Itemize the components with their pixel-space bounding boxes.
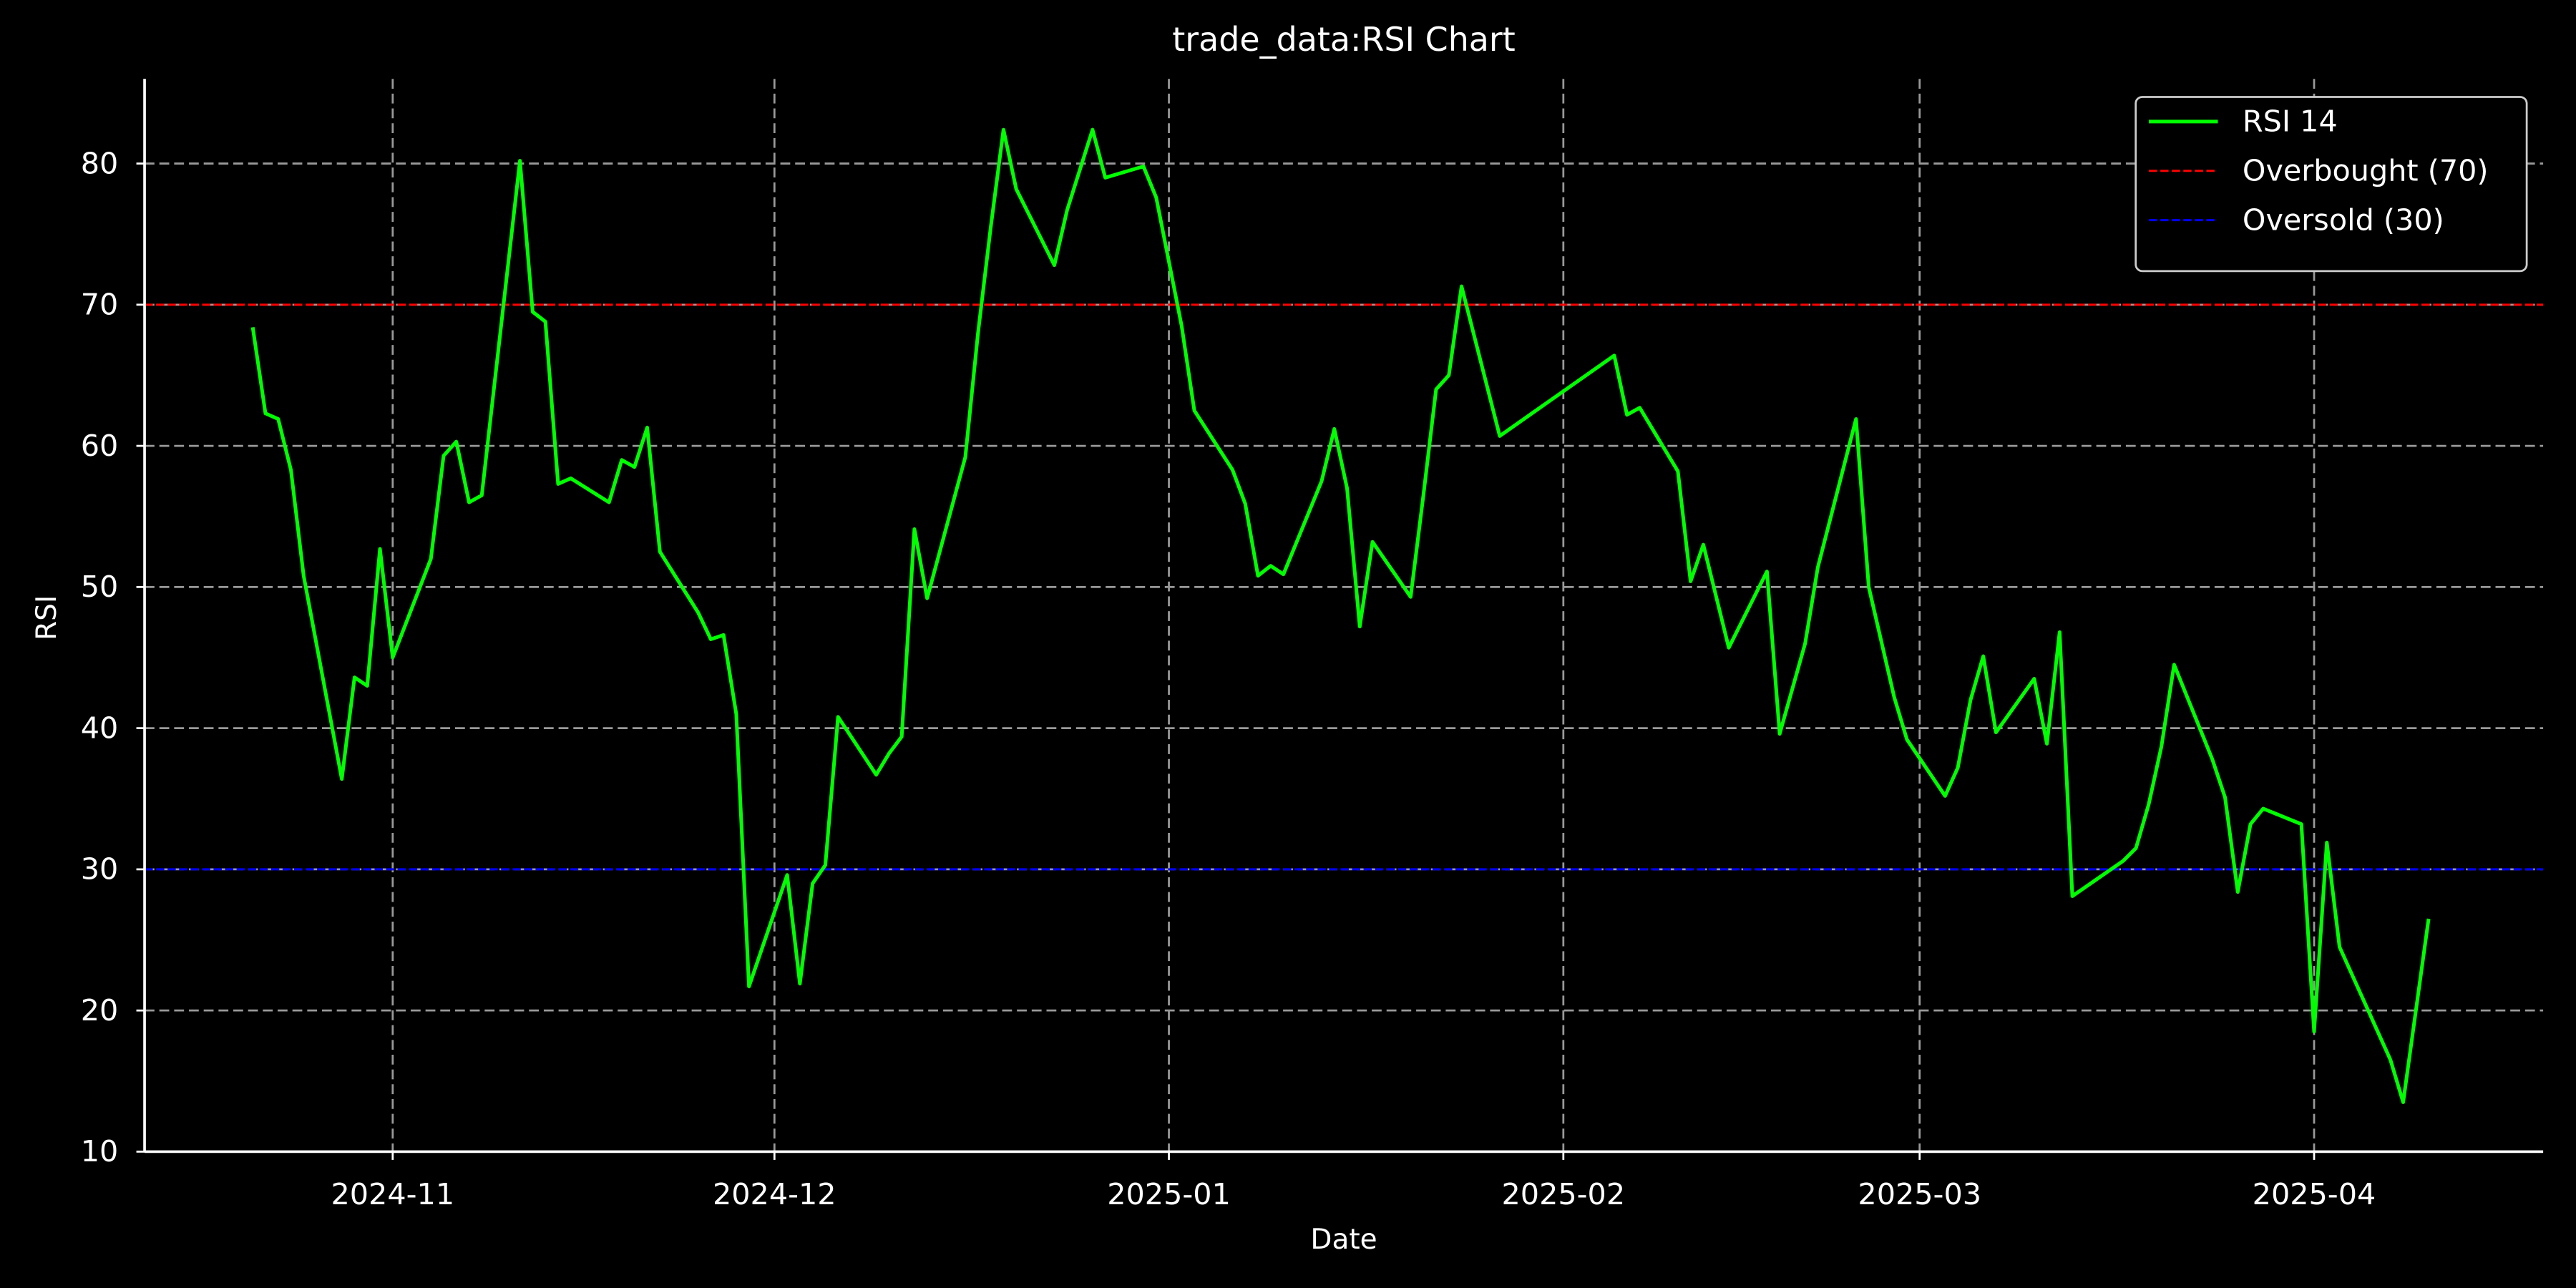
x-tick-label: 2025-04 [2253, 1177, 2376, 1211]
y-axis-label: RSI [31, 595, 63, 640]
x-tick-label: 2024-11 [331, 1177, 454, 1211]
legend-label: RSI 14 [2243, 104, 2338, 139]
rsi-line [250, 127, 2431, 1104]
legend-label: Oversold (30) [2243, 203, 2444, 237]
x-tick-label: 2025-01 [1107, 1177, 1231, 1211]
x-tick-label: 2025-02 [1502, 1177, 1626, 1211]
chart-title: trade_data:RSI Chart [1172, 20, 1516, 59]
y-tick-label: 10 [81, 1134, 119, 1169]
x-tick-label: 2024-12 [713, 1177, 836, 1211]
legend-box [2135, 96, 2528, 273]
y-tick-label: 20 [81, 993, 119, 1028]
y-tick-label: 70 [81, 288, 119, 322]
y-tick-label: 30 [81, 852, 119, 887]
x-axis-label: Date [1310, 1224, 1377, 1256]
x-tick-label: 2025-03 [1858, 1177, 1981, 1211]
y-tick-label: 50 [81, 570, 119, 604]
y-tick-label: 60 [81, 429, 119, 463]
y-tick-label: 40 [81, 711, 119, 745]
y-tick-label: 80 [81, 146, 119, 180]
legend-label: Overbought (70) [2243, 154, 2489, 188]
